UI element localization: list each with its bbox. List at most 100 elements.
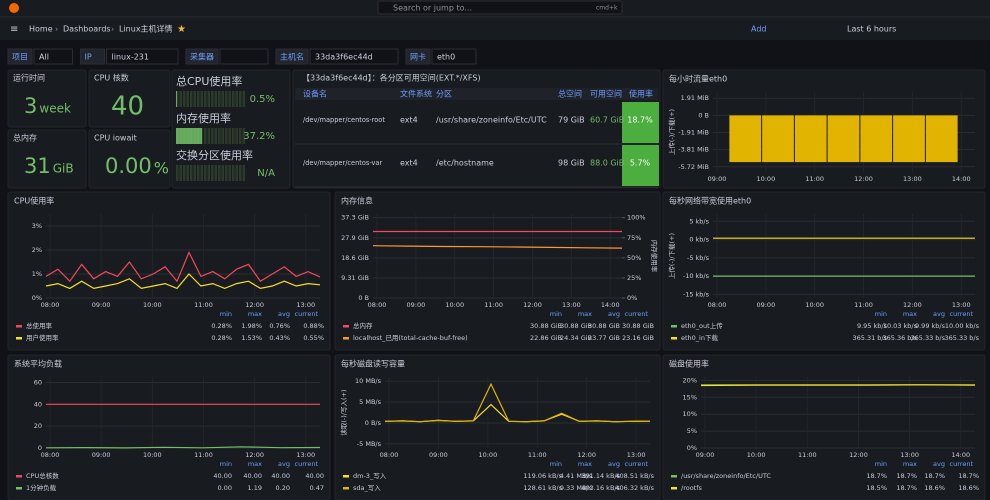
stat-value: 31: [24, 154, 51, 178]
legend-header[interactable]: current: [625, 310, 649, 318]
gauge-cell: [236, 165, 239, 181]
gauge-cell: [222, 128, 225, 144]
gauge-cell: [236, 91, 239, 107]
legend-swatch: [671, 337, 677, 340]
gauge-cell: [201, 165, 204, 181]
x-tick-label: 11:00: [194, 301, 213, 309]
logo[interactable]: [9, 3, 19, 13]
x-tick-label: 08:00: [368, 301, 387, 309]
gauge-cell: [183, 91, 186, 107]
legend-header[interactable]: max: [248, 310, 262, 318]
legend-name[interactable]: 总内存: [353, 321, 373, 330]
legend-header[interactable]: avg: [608, 460, 620, 468]
variable-label: 采集器: [190, 52, 214, 62]
x-tick-label: 08:00: [41, 451, 60, 459]
gauge-cell: [232, 91, 235, 107]
time-range[interactable]: Last 6 hours: [847, 25, 896, 34]
legend-stat: 30.88 GiB: [530, 322, 562, 330]
legend-name[interactable]: dm-3_写入: [353, 472, 387, 480]
legend-header[interactable]: max: [578, 310, 592, 318]
legend-name[interactable]: 总使用率: [26, 321, 53, 330]
legend-name[interactable]: /usr/share/zoneinfo/Etc/UTC: [681, 472, 771, 480]
gauge-cell: [211, 91, 214, 107]
gauge-cell: [239, 128, 242, 144]
y-tick-label: -5 MB/s: [357, 440, 382, 448]
legend-header[interactable]: current: [295, 310, 319, 318]
menu-icon[interactable]: ≡: [10, 24, 18, 35]
legend-name[interactable]: CPU总核数: [26, 471, 59, 480]
variable-select[interactable]: [220, 49, 268, 64]
y-tick-label: 40: [34, 400, 42, 408]
gauge-cell: [229, 91, 232, 107]
legend-stat: 10.03 kb/s: [883, 322, 918, 330]
search-placeholder: Search or jump to...: [393, 4, 472, 13]
x-tick-label: 08:00: [708, 301, 727, 309]
legend-header[interactable]: min: [550, 310, 562, 318]
y-tick-label: 9.31 GiB: [341, 274, 369, 282]
gauge-cell: [176, 165, 179, 181]
variable-label: 项目: [12, 53, 28, 62]
legend-header[interactable]: max: [903, 460, 917, 468]
legend-header[interactable]: min: [220, 310, 232, 318]
legend-header[interactable]: min: [875, 460, 887, 468]
stat-title: 总内存: [13, 133, 37, 143]
legend-header[interactable]: min: [550, 460, 562, 468]
legend-name[interactable]: eth0_out上传: [681, 321, 723, 330]
legend-header[interactable]: current: [625, 460, 649, 468]
legend-header[interactable]: min: [220, 460, 232, 468]
legend-swatch: [343, 337, 349, 340]
legend-name[interactable]: /rootfs: [681, 484, 703, 492]
legend-stat: 1.19: [248, 484, 262, 492]
stat-title: 运行时间: [13, 73, 45, 83]
gauge-cell: [211, 165, 214, 181]
gauge-cell: [222, 91, 225, 107]
table-header: 分区: [436, 90, 452, 99]
y-tick-label: 1.91 MiB: [681, 94, 709, 102]
legend-name[interactable]: eth0_in下载: [681, 333, 718, 342]
y-tick-label: -10 kb/s: [683, 272, 710, 280]
legend-name[interactable]: sda_写入: [353, 484, 381, 492]
legend-stat: 0.28%: [211, 334, 232, 342]
gauge-label: 内存使用率: [176, 111, 231, 125]
variable-value: 33da3f6ec44d: [315, 53, 373, 62]
panel-title: 每小时流量eth0: [669, 74, 727, 84]
gauge-cell: [225, 91, 228, 107]
legend-header[interactable]: current: [950, 460, 974, 468]
legend-header[interactable]: current: [295, 460, 319, 468]
legend-swatch: [671, 487, 677, 490]
x-tick-label: 13:00: [562, 301, 581, 309]
legend-name[interactable]: 1分钟负载: [26, 483, 57, 492]
legend-name[interactable]: localhost_已用(total-cache-buf-free): [353, 334, 468, 342]
legend-header[interactable]: avg: [933, 310, 945, 318]
gauge-cell: [187, 91, 190, 107]
legend-header[interactable]: min: [875, 310, 887, 318]
legend-header[interactable]: max: [903, 310, 917, 318]
x-tick-label: 13:00: [627, 451, 646, 459]
legend-stat: 0.55%: [303, 334, 324, 342]
legend-stat: 365.33 b/s: [910, 334, 945, 342]
y-tick-label: -5.72 MiB: [678, 163, 709, 171]
table-header: 文件系统: [400, 89, 432, 99]
legend-header[interactable]: avg: [278, 310, 290, 318]
legend-header[interactable]: current: [950, 310, 974, 318]
legend-header[interactable]: max: [578, 460, 592, 468]
breadcrumb[interactable]: Dashboards: [63, 25, 111, 34]
x-tick-label: 13:00: [903, 175, 922, 183]
x-tick-label: 13:00: [952, 301, 971, 309]
legend-header[interactable]: max: [248, 460, 262, 468]
legend-stat: 406.32 kB/s: [615, 484, 654, 492]
star-icon[interactable]: ★: [177, 24, 186, 35]
add-button[interactable]: Add: [751, 25, 767, 34]
stat-unit: %: [154, 159, 169, 178]
gauge-cell: [190, 165, 193, 181]
legend-swatch: [343, 487, 349, 490]
gauge-cell: [208, 91, 211, 107]
legend-header[interactable]: avg: [278, 460, 290, 468]
gauge-cell: [232, 128, 235, 144]
legend-header[interactable]: avg: [608, 310, 620, 318]
legend-header[interactable]: avg: [933, 460, 945, 468]
legend-stat: 18.7%: [958, 472, 979, 480]
legend-name[interactable]: 用户使用率: [26, 333, 59, 342]
gauge-cell: [225, 128, 228, 144]
breadcrumb[interactable]: Home: [29, 25, 53, 34]
